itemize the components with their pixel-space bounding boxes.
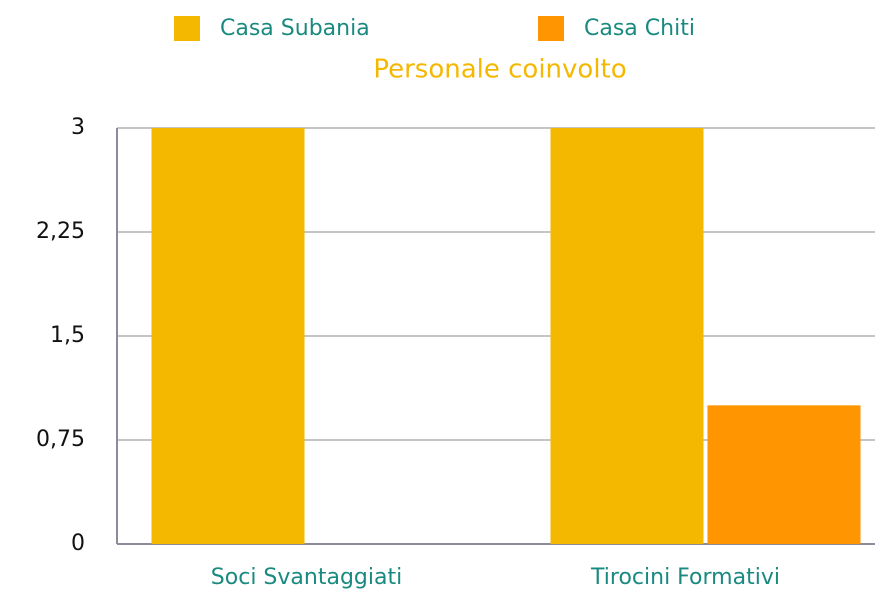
legend-label: Casa Subania bbox=[220, 16, 370, 41]
bar bbox=[151, 128, 305, 544]
y-tick-label: 2,25 bbox=[36, 219, 85, 244]
bar bbox=[550, 128, 704, 544]
legend-label: Casa Chiti bbox=[584, 16, 695, 41]
x-tick-label: Tirocini Formativi bbox=[590, 565, 780, 590]
y-tick-label: 1,5 bbox=[50, 323, 85, 348]
y-tick-label: 3 bbox=[71, 115, 85, 140]
x-tick-label: Soci Svantaggiati bbox=[211, 565, 402, 590]
chart-title: Personale coinvolto bbox=[373, 55, 626, 85]
legend-swatch bbox=[538, 16, 564, 41]
legend-swatch bbox=[174, 16, 200, 41]
bar bbox=[707, 405, 861, 544]
y-tick-label: 0 bbox=[71, 531, 85, 556]
y-tick-label: 0,75 bbox=[36, 427, 85, 452]
